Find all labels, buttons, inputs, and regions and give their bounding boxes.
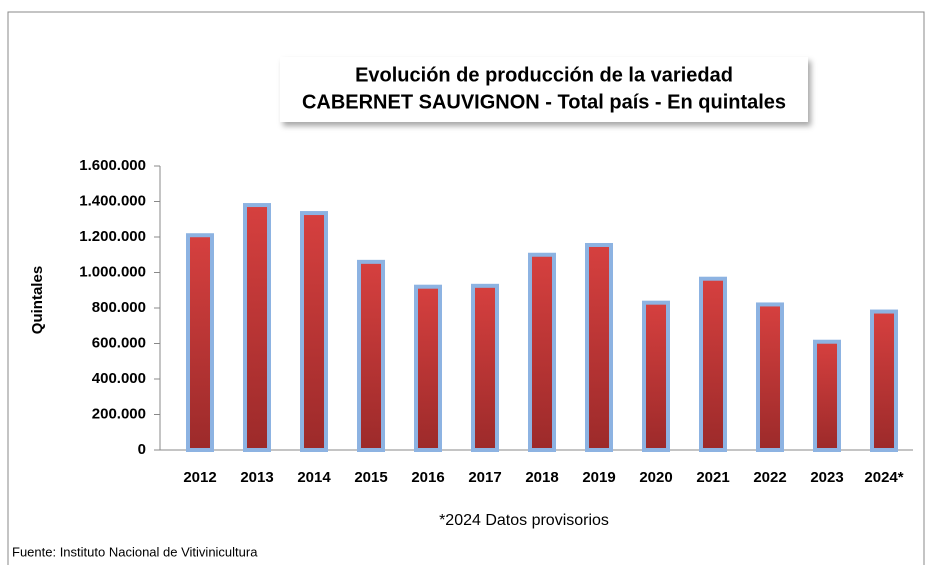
footnote: *2024 Datos provisorios [439, 512, 609, 529]
y-tick-label: 0 [138, 441, 146, 458]
x-tick-label: 2019 [582, 469, 615, 486]
chart-title: Evolución de producción de la variedad [355, 64, 733, 86]
bar [300, 211, 328, 452]
y-tick-label: 800.000 [92, 299, 146, 316]
title-box [280, 57, 808, 122]
bar [357, 259, 385, 452]
x-tick-label: 2020 [639, 469, 672, 486]
y-tick-label: 1.000.000 [79, 263, 146, 280]
x-tick-label: 2018 [525, 469, 558, 486]
bar [186, 233, 214, 452]
y-tick-label: 600.000 [92, 334, 146, 351]
x-tick-label: 2024* [864, 469, 903, 486]
bar [585, 242, 613, 452]
chart-title: CABERNET SAUVIGNON - Total país - En qui… [302, 91, 786, 113]
bar [243, 203, 271, 452]
bar [699, 276, 727, 452]
bar [870, 309, 898, 452]
y-tick-label: 200.000 [92, 405, 146, 422]
y-tick-label: 1.600.000 [79, 157, 146, 174]
x-tick-label: 2013 [240, 469, 273, 486]
x-tick-label: 2014 [297, 469, 331, 486]
y-tick-label: 400.000 [92, 370, 146, 387]
source: Fuente: Instituto Nacional de Vitivinicu… [12, 544, 258, 559]
x-tick-label: 2015 [354, 469, 387, 486]
x-tick-label: 2023 [810, 469, 843, 486]
x-tick-label: 2012 [183, 469, 216, 486]
bar [813, 339, 841, 453]
x-tick-label: 2017 [468, 469, 501, 486]
bar [414, 284, 442, 453]
y-axis-label: Quintales [29, 266, 46, 334]
y-tick-label: 1.400.000 [79, 192, 146, 209]
x-tick-label: 2016 [411, 469, 444, 486]
bar [528, 252, 556, 452]
bar [642, 300, 670, 452]
y-tick-label: 1.200.000 [79, 228, 146, 245]
x-tick-label: 2021 [696, 469, 729, 486]
x-tick-label: 2022 [753, 469, 786, 486]
bar [471, 283, 499, 452]
bar [756, 302, 784, 453]
